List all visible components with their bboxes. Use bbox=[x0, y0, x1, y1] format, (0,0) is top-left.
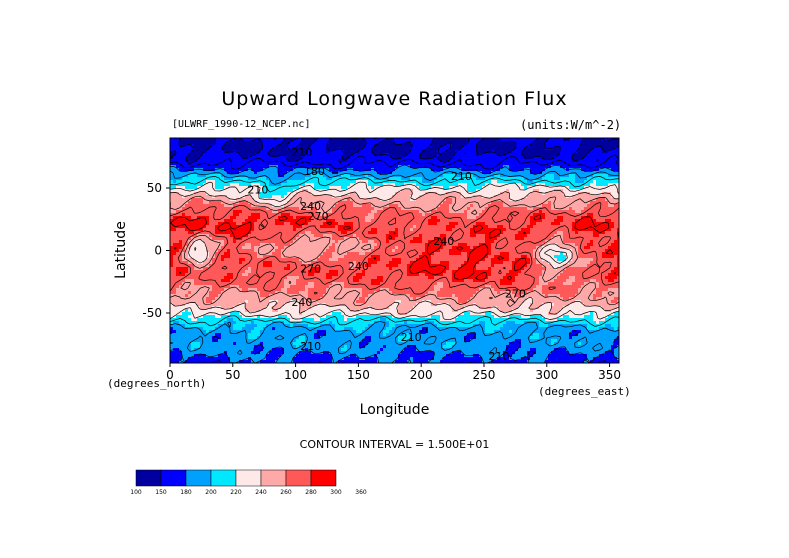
y-tick-label: 0 bbox=[154, 244, 162, 258]
y-axis: 50 0 -50 bbox=[142, 181, 170, 320]
contour-line bbox=[170, 202, 619, 295]
contour-line bbox=[170, 188, 619, 315]
contour-label: 210 bbox=[247, 184, 268, 197]
x-tick-label: 50 bbox=[225, 368, 240, 382]
colorbar-label: 300 bbox=[330, 489, 342, 496]
y-tick-label: 50 bbox=[147, 181, 162, 195]
contour-label: 210 bbox=[300, 340, 321, 353]
contour-label: 210 bbox=[291, 146, 312, 159]
contour-line bbox=[170, 138, 619, 363]
contour-label: 240 bbox=[300, 200, 321, 213]
contour-line bbox=[170, 214, 619, 281]
contour-line bbox=[170, 181, 619, 321]
chart-units: (units:W/m^-2) bbox=[520, 118, 622, 132]
contour-label: 240 bbox=[348, 260, 369, 273]
colorbar-label: 200 bbox=[205, 489, 217, 496]
contour-label: 270 bbox=[300, 262, 321, 275]
colorbar-label: 260 bbox=[280, 489, 292, 496]
contour-line-layer bbox=[170, 138, 619, 363]
field-fill-layer bbox=[170, 138, 619, 363]
y-axis-title: Latitude bbox=[113, 221, 129, 279]
contour-interval: CONTOUR INTERVAL = 1.500E+01 bbox=[299, 438, 490, 451]
colorbar-label: 100 bbox=[130, 489, 142, 496]
colorbar-label: 150 bbox=[155, 489, 167, 496]
contour-label: 270 bbox=[308, 210, 329, 223]
colorbar-label: 180 bbox=[180, 489, 192, 496]
contour-line bbox=[170, 195, 619, 307]
chart-source-file: [ULWRF_1990-12_NCEP.nc] bbox=[172, 119, 311, 130]
contour-label: 210 bbox=[489, 350, 510, 363]
chart-title: Upward Longwave Radiation Flux bbox=[221, 88, 568, 110]
x-tick-label: 300 bbox=[535, 368, 558, 382]
contour-label: 180 bbox=[304, 165, 325, 178]
colorbar-swatch bbox=[185, 469, 212, 487]
x-axis: 0 50 100 150 200 250 300 350 bbox=[166, 363, 621, 382]
y-axis-unit: (degrees_north) bbox=[107, 377, 207, 390]
contour-line bbox=[170, 164, 619, 363]
contour-label: 270 bbox=[505, 287, 526, 300]
x-tick-label: 0 bbox=[166, 368, 174, 382]
colorbar-swatch bbox=[310, 469, 337, 487]
colorbar-swatch bbox=[285, 469, 312, 487]
contour-line bbox=[170, 176, 619, 327]
contour-label: 210 bbox=[451, 170, 472, 183]
colorbar-label: 360 bbox=[355, 489, 367, 496]
x-tick-label: 200 bbox=[410, 368, 433, 382]
x-tick-label: 250 bbox=[473, 368, 496, 382]
colorbar-label: 280 bbox=[305, 489, 317, 496]
contour-line bbox=[170, 138, 619, 164]
contour-label: 210 bbox=[401, 331, 422, 344]
colorbar-swatch bbox=[260, 469, 287, 487]
x-tick-label: 350 bbox=[598, 368, 621, 382]
colorbar-swatch bbox=[135, 469, 162, 487]
contour-label: 240 bbox=[291, 296, 312, 309]
colorbar-swatch bbox=[160, 469, 187, 487]
contour-label: 240 bbox=[433, 235, 454, 248]
x-axis-unit: (degrees_east) bbox=[538, 385, 631, 398]
colorbar-swatch bbox=[235, 469, 262, 487]
colorbar-label: 220 bbox=[230, 489, 242, 496]
colorbar: 100 150 180 200 220 240 260 280 300 360 bbox=[130, 469, 367, 496]
x-axis-title: Longitude bbox=[359, 402, 430, 418]
colorbar-label: 240 bbox=[255, 489, 267, 496]
colorbar-swatch bbox=[210, 469, 237, 487]
y-tick-label: -50 bbox=[142, 306, 162, 320]
x-tick-label: 150 bbox=[347, 368, 370, 382]
x-tick-label: 100 bbox=[284, 368, 307, 382]
contour-line bbox=[170, 170, 619, 355]
